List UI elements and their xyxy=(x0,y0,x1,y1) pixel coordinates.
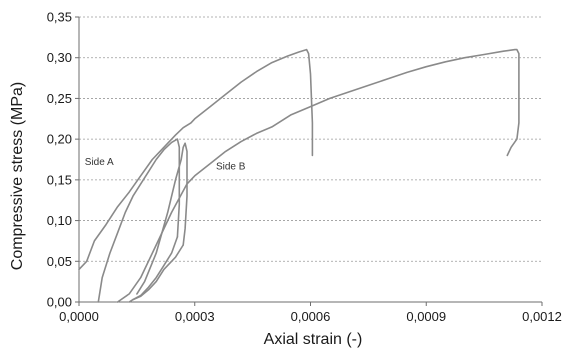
x-tick-label-0: 0,0000 xyxy=(59,309,99,324)
annotation-side-a: Side A xyxy=(85,157,114,168)
y-tick-label-5: 0,25 xyxy=(47,91,72,106)
series-line-1 xyxy=(78,48,314,271)
grid-lines xyxy=(79,16,542,262)
y-tick-label-3: 0,15 xyxy=(47,172,72,187)
x-tick-label-2: 0,0006 xyxy=(291,309,331,324)
series-line-5 xyxy=(132,244,184,301)
data-series xyxy=(78,48,520,303)
y-tick-label-6: 0,30 xyxy=(47,50,72,65)
series-line-2 xyxy=(97,138,181,303)
y-axis-title: Compressive stress (MPa) xyxy=(9,82,26,270)
series-line-3 xyxy=(128,236,179,303)
x-tick-label-1: 0,0003 xyxy=(175,309,215,324)
y-tick-label-4: 0,20 xyxy=(47,132,72,147)
y-tick-label-2: 0,10 xyxy=(47,213,72,228)
y-tick-label-1: 0,05 xyxy=(47,254,72,269)
y-tick-label-7: 0,35 xyxy=(47,10,72,25)
x-tick-label-4: 0,0012 xyxy=(522,309,562,324)
series-line-6 xyxy=(116,48,520,303)
y-tick-label-0: 0,00 xyxy=(47,295,72,310)
axes xyxy=(75,16,543,306)
x-tick-label-3: 0,0009 xyxy=(406,309,446,324)
x-axis-title: Axial strain (-) xyxy=(264,331,363,348)
annotation-side-b: Side B xyxy=(216,161,246,172)
series-line-4 xyxy=(136,142,188,295)
annotations: Side A Side B xyxy=(85,157,246,172)
tick-labels: 0,00 0,05 0,10 0,15 0,20 0,25 0,30 0,35 0,0000 0,… xyxy=(47,10,562,325)
